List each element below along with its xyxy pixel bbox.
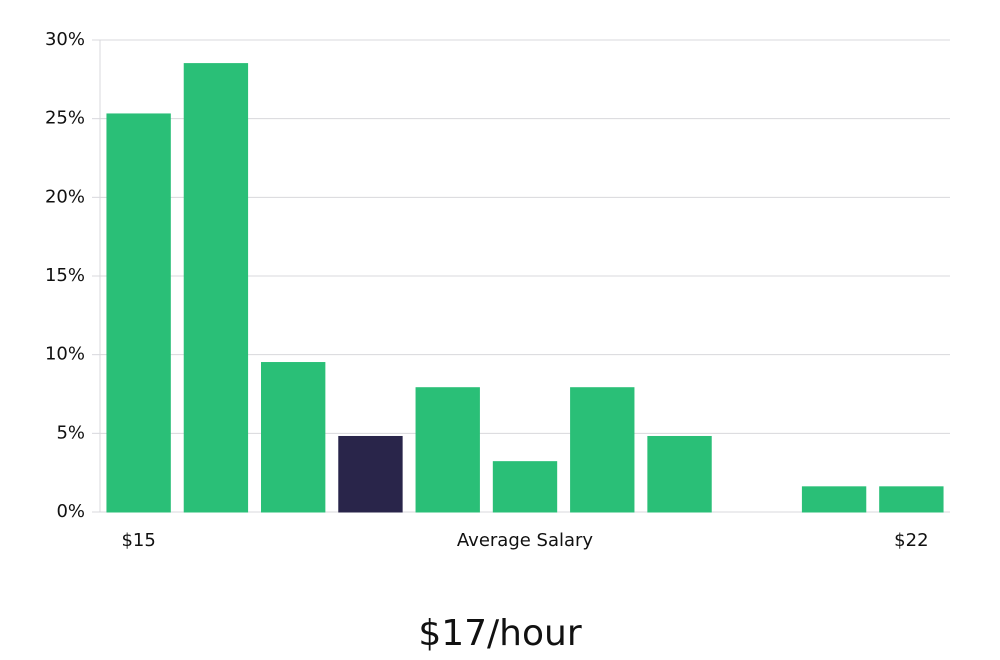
bar xyxy=(492,461,558,513)
bar xyxy=(879,486,944,513)
x-tick-label: $15 xyxy=(121,530,155,551)
bar xyxy=(106,113,171,513)
summary: $17/hour xyxy=(418,613,582,654)
y-tick-label: 10% xyxy=(45,344,85,365)
x-axis-label: Average Salary xyxy=(457,530,594,551)
bar xyxy=(183,63,249,513)
y-tick-label: 20% xyxy=(45,186,85,207)
y-tick-label: 25% xyxy=(45,108,85,129)
x-tick-label: $22 xyxy=(894,530,928,551)
bar xyxy=(338,435,403,513)
bar xyxy=(415,387,480,513)
bar xyxy=(801,486,867,513)
bar xyxy=(261,362,326,513)
y-tick-label: 5% xyxy=(56,422,85,443)
bar xyxy=(647,435,712,513)
y-tick-label: 15% xyxy=(45,265,85,286)
y-tick-label: 0% xyxy=(56,501,85,522)
bar xyxy=(570,387,635,513)
y-tick-label: 30% xyxy=(45,29,85,50)
